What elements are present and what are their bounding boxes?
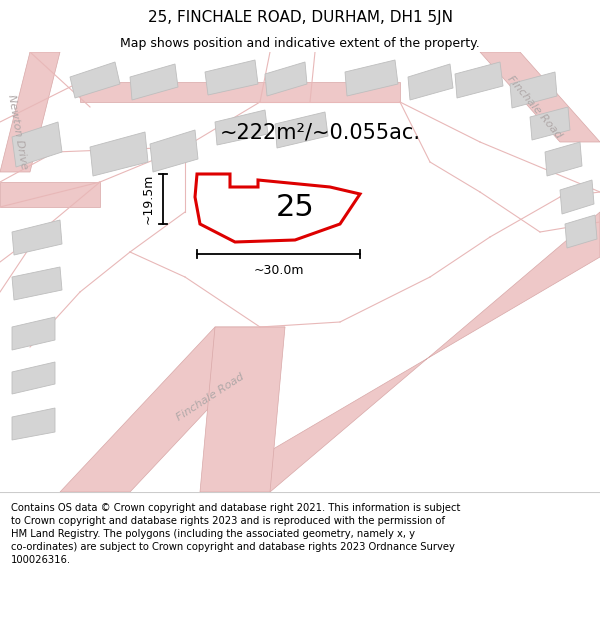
Polygon shape [70, 62, 120, 98]
Polygon shape [60, 327, 285, 492]
Polygon shape [195, 174, 360, 242]
Text: ~19.5m: ~19.5m [142, 174, 155, 224]
Polygon shape [200, 327, 285, 492]
Polygon shape [12, 362, 55, 394]
Text: ~222m²/~0.055ac.: ~222m²/~0.055ac. [220, 122, 421, 142]
Text: 25: 25 [275, 194, 314, 222]
Text: Finchale Road: Finchale Road [175, 371, 245, 423]
Polygon shape [345, 60, 398, 96]
Polygon shape [480, 52, 600, 142]
Polygon shape [90, 132, 148, 176]
Text: Finchale Road: Finchale Road [506, 74, 564, 140]
Text: Contains OS data © Crown copyright and database right 2021. This information is : Contains OS data © Crown copyright and d… [11, 503, 460, 566]
Polygon shape [12, 317, 55, 350]
Polygon shape [215, 110, 268, 145]
Polygon shape [12, 267, 62, 300]
Polygon shape [150, 130, 198, 172]
Polygon shape [0, 182, 100, 207]
Polygon shape [130, 64, 178, 100]
Polygon shape [265, 62, 307, 96]
Text: ~30.0m: ~30.0m [253, 264, 304, 277]
Polygon shape [80, 82, 400, 102]
Polygon shape [545, 142, 582, 176]
Polygon shape [408, 64, 453, 100]
Polygon shape [12, 220, 62, 255]
Polygon shape [530, 107, 570, 140]
Polygon shape [510, 72, 557, 108]
Polygon shape [0, 52, 60, 172]
Text: Map shows position and indicative extent of the property.: Map shows position and indicative extent… [120, 38, 480, 51]
Polygon shape [275, 112, 328, 148]
Text: 25, FINCHALE ROAD, DURHAM, DH1 5JN: 25, FINCHALE ROAD, DURHAM, DH1 5JN [148, 11, 452, 26]
Polygon shape [560, 180, 594, 214]
Polygon shape [565, 215, 597, 248]
Text: Newton Drive: Newton Drive [7, 94, 29, 170]
Polygon shape [12, 122, 62, 167]
Polygon shape [12, 408, 55, 440]
Polygon shape [455, 62, 503, 98]
Polygon shape [200, 212, 600, 492]
Polygon shape [205, 60, 258, 95]
